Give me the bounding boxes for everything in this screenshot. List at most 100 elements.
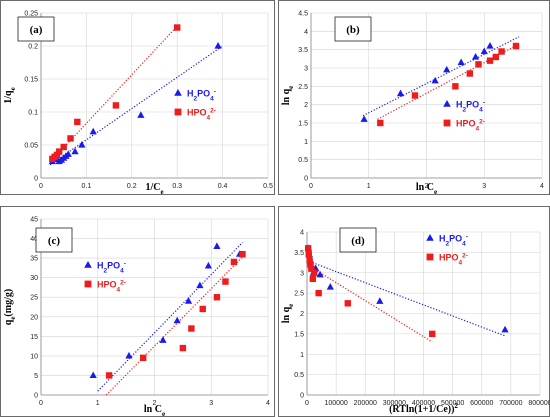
x-tick-label: 0 (305, 400, 309, 407)
y-tick-label: 4.5 (298, 11, 308, 18)
data-point-h2po4 (213, 242, 221, 249)
data-point-h2po4 (173, 316, 181, 324)
data-point-h2po4 (204, 261, 213, 269)
data-point-hpo4 (199, 305, 206, 313)
data-point-h2po4 (214, 42, 222, 49)
data-point-h2po4 (396, 89, 405, 97)
x-tick-label: 0 (39, 400, 43, 407)
data-point-h2po4 (326, 283, 334, 290)
x-tick-label: 400000 (412, 400, 435, 407)
x-tick-label: 700000 (499, 400, 522, 407)
y-tick-label: 40 (30, 236, 38, 243)
x-tick-label: 0 (39, 183, 43, 190)
panel-label: (a) (30, 24, 43, 36)
panel-label-box (17, 16, 55, 42)
y-tick-label: 30 (30, 275, 38, 282)
x-tick-label: 4 (266, 400, 270, 407)
y-tick-label: 0.15 (24, 77, 38, 84)
y-axis-title: ln qe (281, 86, 295, 106)
x-tick-label: 2 (425, 183, 429, 190)
data-point-hpo4 (60, 143, 67, 151)
x-tick-label: 0.5 (263, 183, 273, 190)
legend-marker-hpo4 (443, 119, 451, 127)
y-axis-title: qe(mg/g) (3, 289, 17, 325)
y-tick-label: 1 (304, 139, 308, 146)
x-tick-label: 3 (482, 183, 486, 190)
panel-label-box (334, 16, 372, 42)
data-point-h2po4 (457, 58, 465, 66)
data-point-hpo4 (174, 24, 181, 31)
y-tick-label: 0 (34, 176, 38, 183)
data-point-hpo4 (222, 278, 229, 285)
y-tick-label: 0 (300, 393, 304, 400)
data-point-hpo4 (466, 70, 474, 77)
data-point-h2po4 (89, 371, 97, 379)
legend-label-h2po4: H2PO4- (187, 88, 216, 102)
trendline-h2po4 (362, 36, 520, 117)
x-tick-label: 600000 (470, 400, 493, 407)
y-tick-label: 2.5 (298, 84, 308, 91)
panel-label: (b) (346, 24, 360, 36)
legend-marker-hpo4 (426, 253, 434, 261)
y-tick-label: 0.05 (24, 143, 38, 150)
legend-label-hpo4: HPO42- (97, 279, 126, 293)
data-point-h2po4 (486, 42, 494, 49)
panel-label: (c) (48, 235, 61, 247)
x-axis-title: ln Ce (416, 182, 437, 196)
y-tick-label: 0.5 (294, 372, 304, 379)
y-tick-label: 1.5 (294, 331, 304, 338)
y-tick-label: 0.2 (28, 44, 38, 51)
data-point-h2po4 (471, 53, 480, 60)
legend-marker-hpo4 (84, 280, 92, 288)
x-tick-label: 0.4 (218, 183, 228, 190)
y-tick-label: 0 (304, 176, 308, 183)
trendline-hpo4 (306, 264, 433, 343)
y-tick-label: 5 (34, 373, 38, 380)
y-tick-label: 25 (30, 295, 38, 302)
y-tick-label: 3 (300, 270, 304, 277)
data-point-hpo4 (105, 372, 113, 379)
data-point-hpo4 (452, 83, 459, 90)
data-point-hpo4 (139, 354, 147, 362)
trendline-h2po4 (49, 45, 223, 166)
data-point-h2po4 (125, 351, 133, 359)
x-tick-label: 3 (209, 400, 213, 407)
legend-label-h2po4: H2PO4- (97, 260, 126, 274)
y-tick-label: 45 (30, 217, 38, 224)
data-point-hpo4 (307, 261, 314, 268)
y-axis-title: ln qe (281, 304, 295, 324)
data-point-h2po4 (316, 270, 324, 278)
chart-panel-1: 0 1 2 3 4 0 0.5 1 1.5 2 2.5 3 3.5 4 4.5 ln Ce ln qe (b) H2… (278, 0, 550, 196)
y-tick-label: 2 (300, 311, 304, 318)
y-tick-label: 3 (304, 66, 308, 73)
legend-label-h2po4: H2PO4- (456, 99, 485, 113)
data-point-hpo4 (305, 251, 312, 258)
x-tick-label: 100000 (324, 400, 347, 407)
legend-marker-h2po4 (443, 100, 451, 107)
data-point-hpo4 (377, 119, 384, 127)
x-tick-label: 4 (540, 183, 544, 190)
y-tick-label: 10 (30, 353, 38, 360)
y-tick-label: 1 (300, 352, 304, 359)
x-tick-label: 1 (367, 183, 371, 190)
y-tick-label: 2 (304, 102, 308, 109)
y-tick-label: 20 (30, 314, 38, 321)
x-axis-title: 1/Ce (145, 182, 163, 196)
data-point-h2po4 (501, 325, 509, 333)
y-tick-label: 2.5 (294, 291, 304, 298)
data-point-h2po4 (159, 336, 167, 343)
y-tick-label: 4 (304, 29, 308, 36)
data-point-hpo4 (492, 53, 499, 61)
legend-marker-h2po4 (174, 89, 182, 96)
data-point-h2po4 (184, 297, 193, 304)
legend-marker-h2po4 (84, 261, 92, 268)
x-axis-title: ln Ce (144, 404, 165, 417)
data-point-hpo4 (308, 265, 315, 272)
data-point-h2po4 (78, 141, 86, 148)
data-point-h2po4 (431, 76, 439, 84)
y-tick-label: 3.5 (298, 47, 308, 54)
data-point-h2po4 (360, 115, 368, 122)
x-tick-label: 0.2 (127, 183, 137, 190)
